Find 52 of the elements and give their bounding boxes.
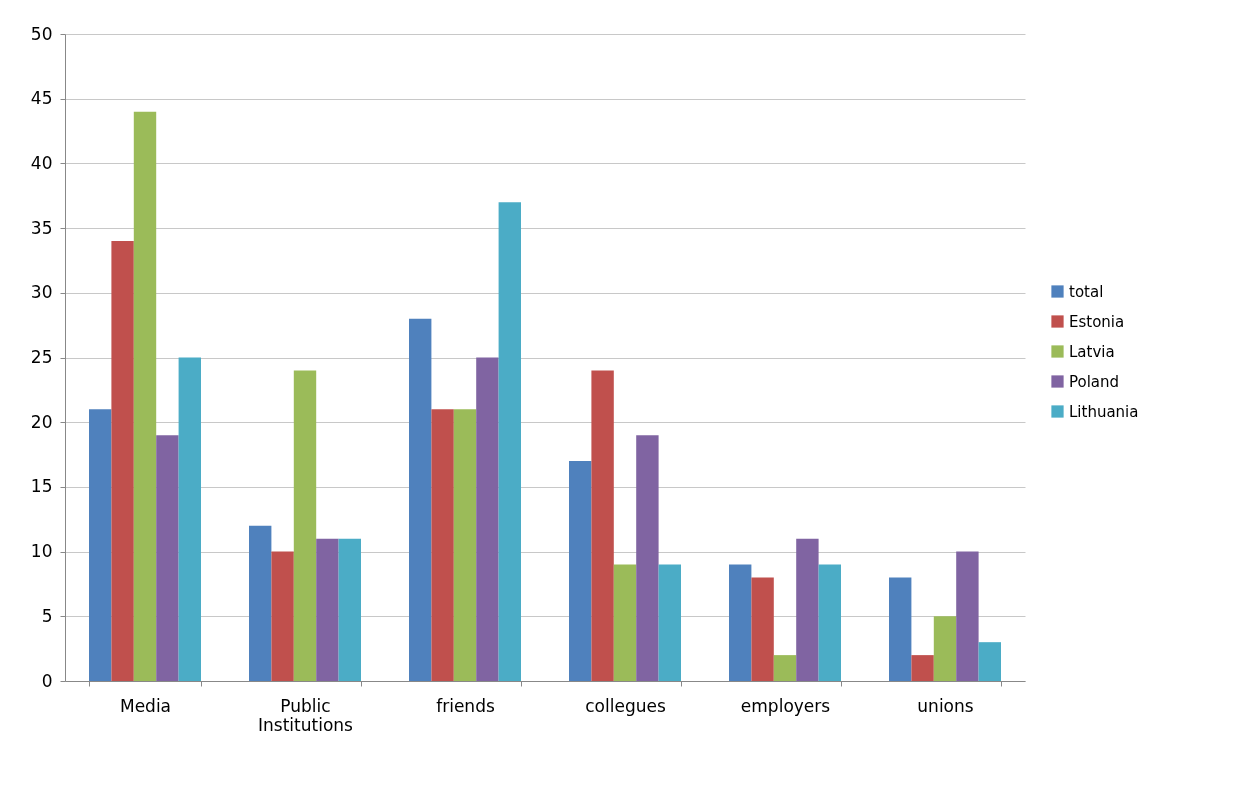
bar — [156, 435, 179, 681]
bar — [889, 577, 912, 681]
bar — [751, 577, 774, 681]
bar — [89, 409, 112, 681]
bar — [431, 409, 454, 681]
bar — [636, 435, 659, 681]
y-tick-label: 10 — [30, 541, 53, 562]
bar — [316, 538, 339, 681]
y-tick-label: 20 — [30, 411, 53, 432]
legend-label: total — [1069, 282, 1104, 301]
x-tick-label: employers — [740, 695, 831, 716]
y-tick-label: 45 — [30, 88, 53, 109]
y-tick-label: 25 — [30, 347, 53, 367]
legend-label: Poland — [1069, 372, 1120, 391]
bar — [729, 564, 752, 681]
bar — [476, 357, 499, 681]
x-tick-label: Media — [119, 695, 172, 716]
legend-label: Latvia — [1069, 342, 1115, 361]
bar — [498, 202, 521, 681]
bar — [293, 370, 317, 681]
y-tick-label: 40 — [30, 152, 53, 173]
bar — [978, 642, 1001, 681]
bar — [911, 655, 934, 681]
y-tick-label: 50 — [30, 23, 53, 44]
bar — [249, 525, 272, 681]
y-tick-label: 30 — [30, 282, 53, 303]
bar — [818, 564, 841, 681]
bar — [613, 564, 637, 681]
bar — [111, 241, 134, 681]
x-tick-label: unions — [917, 695, 974, 716]
bar — [453, 409, 477, 681]
legend-label: Estonia — [1069, 312, 1125, 331]
bar — [133, 111, 157, 681]
bar — [773, 655, 797, 681]
bar — [956, 551, 979, 681]
bar — [796, 538, 819, 681]
x-tick-label: Public Institutions — [258, 695, 354, 735]
bar — [658, 564, 681, 681]
y-tick-label: 35 — [30, 217, 53, 238]
bar — [409, 318, 432, 681]
y-tick-label: 15 — [30, 476, 53, 497]
legend-label: Lithuania — [1069, 402, 1139, 421]
bar — [338, 538, 361, 681]
bar — [591, 370, 614, 681]
bar — [178, 357, 201, 681]
bar — [271, 551, 294, 681]
x-tick-label: collegues — [585, 695, 666, 716]
y-tick-label: 0 — [41, 670, 53, 691]
x-tick-label: friends — [436, 695, 495, 716]
y-tick-label: 5 — [41, 605, 53, 626]
bar — [933, 616, 957, 681]
bar — [569, 461, 592, 681]
